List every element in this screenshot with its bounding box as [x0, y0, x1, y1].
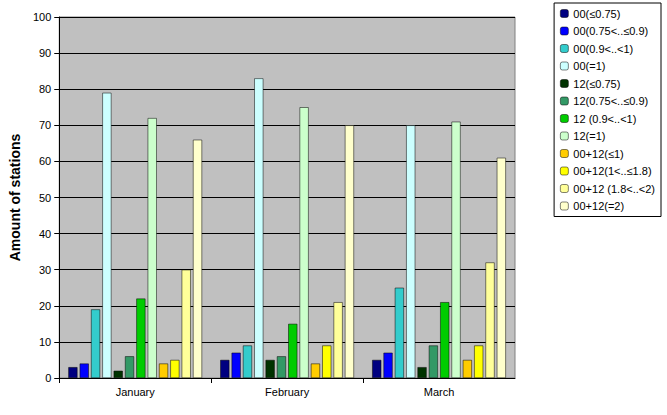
svg-text:100: 100	[33, 11, 51, 23]
svg-text:80: 80	[39, 83, 51, 95]
svg-text:12(≤0.75): 12(≤0.75)	[573, 78, 620, 90]
svg-text:60: 60	[39, 155, 51, 167]
svg-text:00(=1): 00(=1)	[573, 60, 605, 72]
svg-text:70: 70	[39, 119, 51, 131]
svg-text:00+12(≤1): 00+12(≤1)	[573, 148, 623, 160]
svg-text:12(=1): 12(=1)	[573, 130, 605, 142]
svg-text:12(0.75<..≤0.9): 12(0.75<..≤0.9)	[573, 95, 648, 107]
svg-text:March: March	[424, 386, 455, 398]
svg-text:00+12(1<..≤1.8): 00+12(1<..≤1.8)	[573, 165, 651, 177]
svg-text:February: February	[265, 386, 310, 398]
svg-text:90: 90	[39, 47, 51, 59]
svg-text:00(0.9<..<1): 00(0.9<..<1)	[573, 43, 633, 55]
svg-text:00(≤0.75): 00(≤0.75)	[573, 8, 620, 20]
svg-text:January: January	[116, 386, 156, 398]
svg-text:20: 20	[39, 300, 51, 312]
svg-text:00(0.75<..≤0.9): 00(0.75<..≤0.9)	[573, 25, 648, 37]
svg-text:0: 0	[45, 372, 51, 384]
svg-text:12 (0.9<..<1): 12 (0.9<..<1)	[573, 113, 636, 125]
svg-text:30: 30	[39, 264, 51, 276]
svg-text:00+12(=2): 00+12(=2)	[573, 200, 624, 212]
svg-text:Amount of stations: Amount of stations	[7, 134, 23, 262]
svg-text:40: 40	[39, 228, 51, 240]
svg-text:10: 10	[39, 336, 51, 348]
svg-text:00+12 (1.8<..<2): 00+12 (1.8<..<2)	[573, 183, 655, 195]
svg-text:50: 50	[39, 192, 51, 204]
